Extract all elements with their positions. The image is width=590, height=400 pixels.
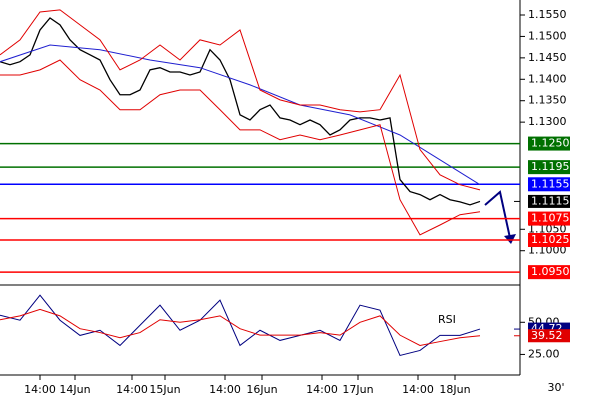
level-label: 1.1025 [531, 233, 570, 246]
level-label: 1.1075 [531, 212, 570, 225]
x-tick-label: 14:00 [402, 383, 434, 396]
level-label: 1.1155 [531, 177, 570, 190]
series-line [0, 59, 481, 236]
x-tick-label: 18Jun [439, 383, 470, 396]
forecast-arrowhead [504, 234, 516, 244]
level-label: 1.1195 [531, 160, 570, 173]
level-tag [528, 160, 570, 175]
x-tick-label: 14:00 [209, 383, 241, 396]
x-tick-label: 16Jun [246, 383, 277, 396]
level-tag [528, 233, 570, 247]
last-value-tag [528, 329, 570, 343]
y-tick-label: 1.1400 [528, 72, 567, 85]
series-line [0, 17, 481, 206]
x-tick-label: 14:00 [24, 383, 56, 396]
level-tag [528, 136, 570, 151]
x-tick-label: 14Jun [59, 383, 90, 396]
y-tick-label: 1.1300 [528, 115, 567, 128]
x-tick-label: 17Jun [342, 383, 373, 396]
level-label: 1.1250 [531, 137, 570, 150]
level-label: 1.0950 [531, 265, 570, 278]
x-tick-label: 14:00 [306, 383, 338, 396]
y-tick-label: 1.1500 [528, 29, 567, 42]
y-tick-label: 25.00 [528, 347, 560, 360]
last-value-label: 39.52 [531, 329, 563, 342]
y-tick-label: 1.1550 [528, 8, 567, 21]
level-tag [528, 265, 570, 280]
level-tag [528, 177, 570, 192]
series-line [0, 308, 481, 346]
forecast-arrow [484, 190, 511, 239]
rsi-label: RSI [438, 313, 456, 326]
series-line [0, 44, 481, 186]
last-value-label: 1.1115 [531, 194, 570, 207]
series-line [0, 294, 481, 357]
y-tick-label: 1.1450 [528, 51, 567, 64]
x-tick-label: 14:00 [116, 383, 148, 396]
last-value-tag [528, 194, 570, 208]
timeframe: 30' [547, 381, 564, 394]
y-tick-label: 1.1350 [528, 94, 567, 107]
series-line [0, 9, 481, 191]
x-tick-label: 15Jun [149, 383, 180, 396]
level-tag [528, 211, 570, 226]
